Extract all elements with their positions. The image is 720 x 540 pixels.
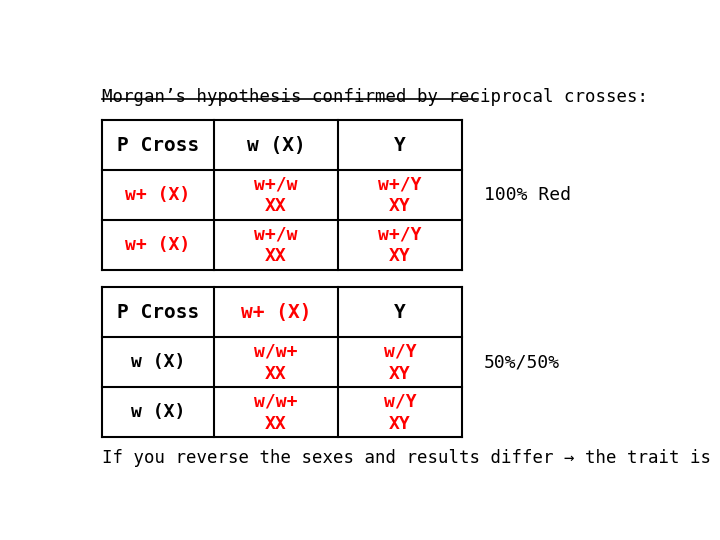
Text: w (X): w (X) bbox=[247, 136, 305, 155]
Text: w/w+
XX: w/w+ XX bbox=[254, 342, 298, 382]
Text: 50%/50%: 50%/50% bbox=[484, 353, 560, 372]
Text: w+ (X): w+ (X) bbox=[125, 237, 190, 254]
Text: P Cross: P Cross bbox=[117, 303, 199, 322]
Text: w/w+
XX: w/w+ XX bbox=[254, 393, 298, 433]
Text: w (X): w (X) bbox=[130, 403, 185, 421]
Text: Morgan’s hypothesis confirmed by reciprocal crosses:: Morgan’s hypothesis confirmed by recipro… bbox=[102, 88, 647, 106]
Text: w (X): w (X) bbox=[130, 353, 185, 372]
Text: Y: Y bbox=[394, 303, 406, 322]
Text: Y: Y bbox=[394, 136, 406, 155]
Text: w+/Y
XY: w+/Y XY bbox=[378, 225, 422, 266]
Text: w+/Y
XY: w+/Y XY bbox=[378, 175, 422, 215]
Text: w+ (X): w+ (X) bbox=[125, 186, 190, 204]
Text: w+ (X): w+ (X) bbox=[240, 303, 311, 322]
Text: w+/w
XX: w+/w XX bbox=[254, 175, 298, 215]
Text: If you reverse the sexes and results differ → the trait is sex-linked.: If you reverse the sexes and results dif… bbox=[102, 449, 720, 467]
Text: w+/w
XX: w+/w XX bbox=[254, 225, 298, 266]
Text: 100% Red: 100% Red bbox=[484, 186, 571, 204]
Text: P Cross: P Cross bbox=[117, 136, 199, 155]
Text: w/Y
XY: w/Y XY bbox=[384, 393, 416, 433]
Text: w/Y
XY: w/Y XY bbox=[384, 342, 416, 382]
